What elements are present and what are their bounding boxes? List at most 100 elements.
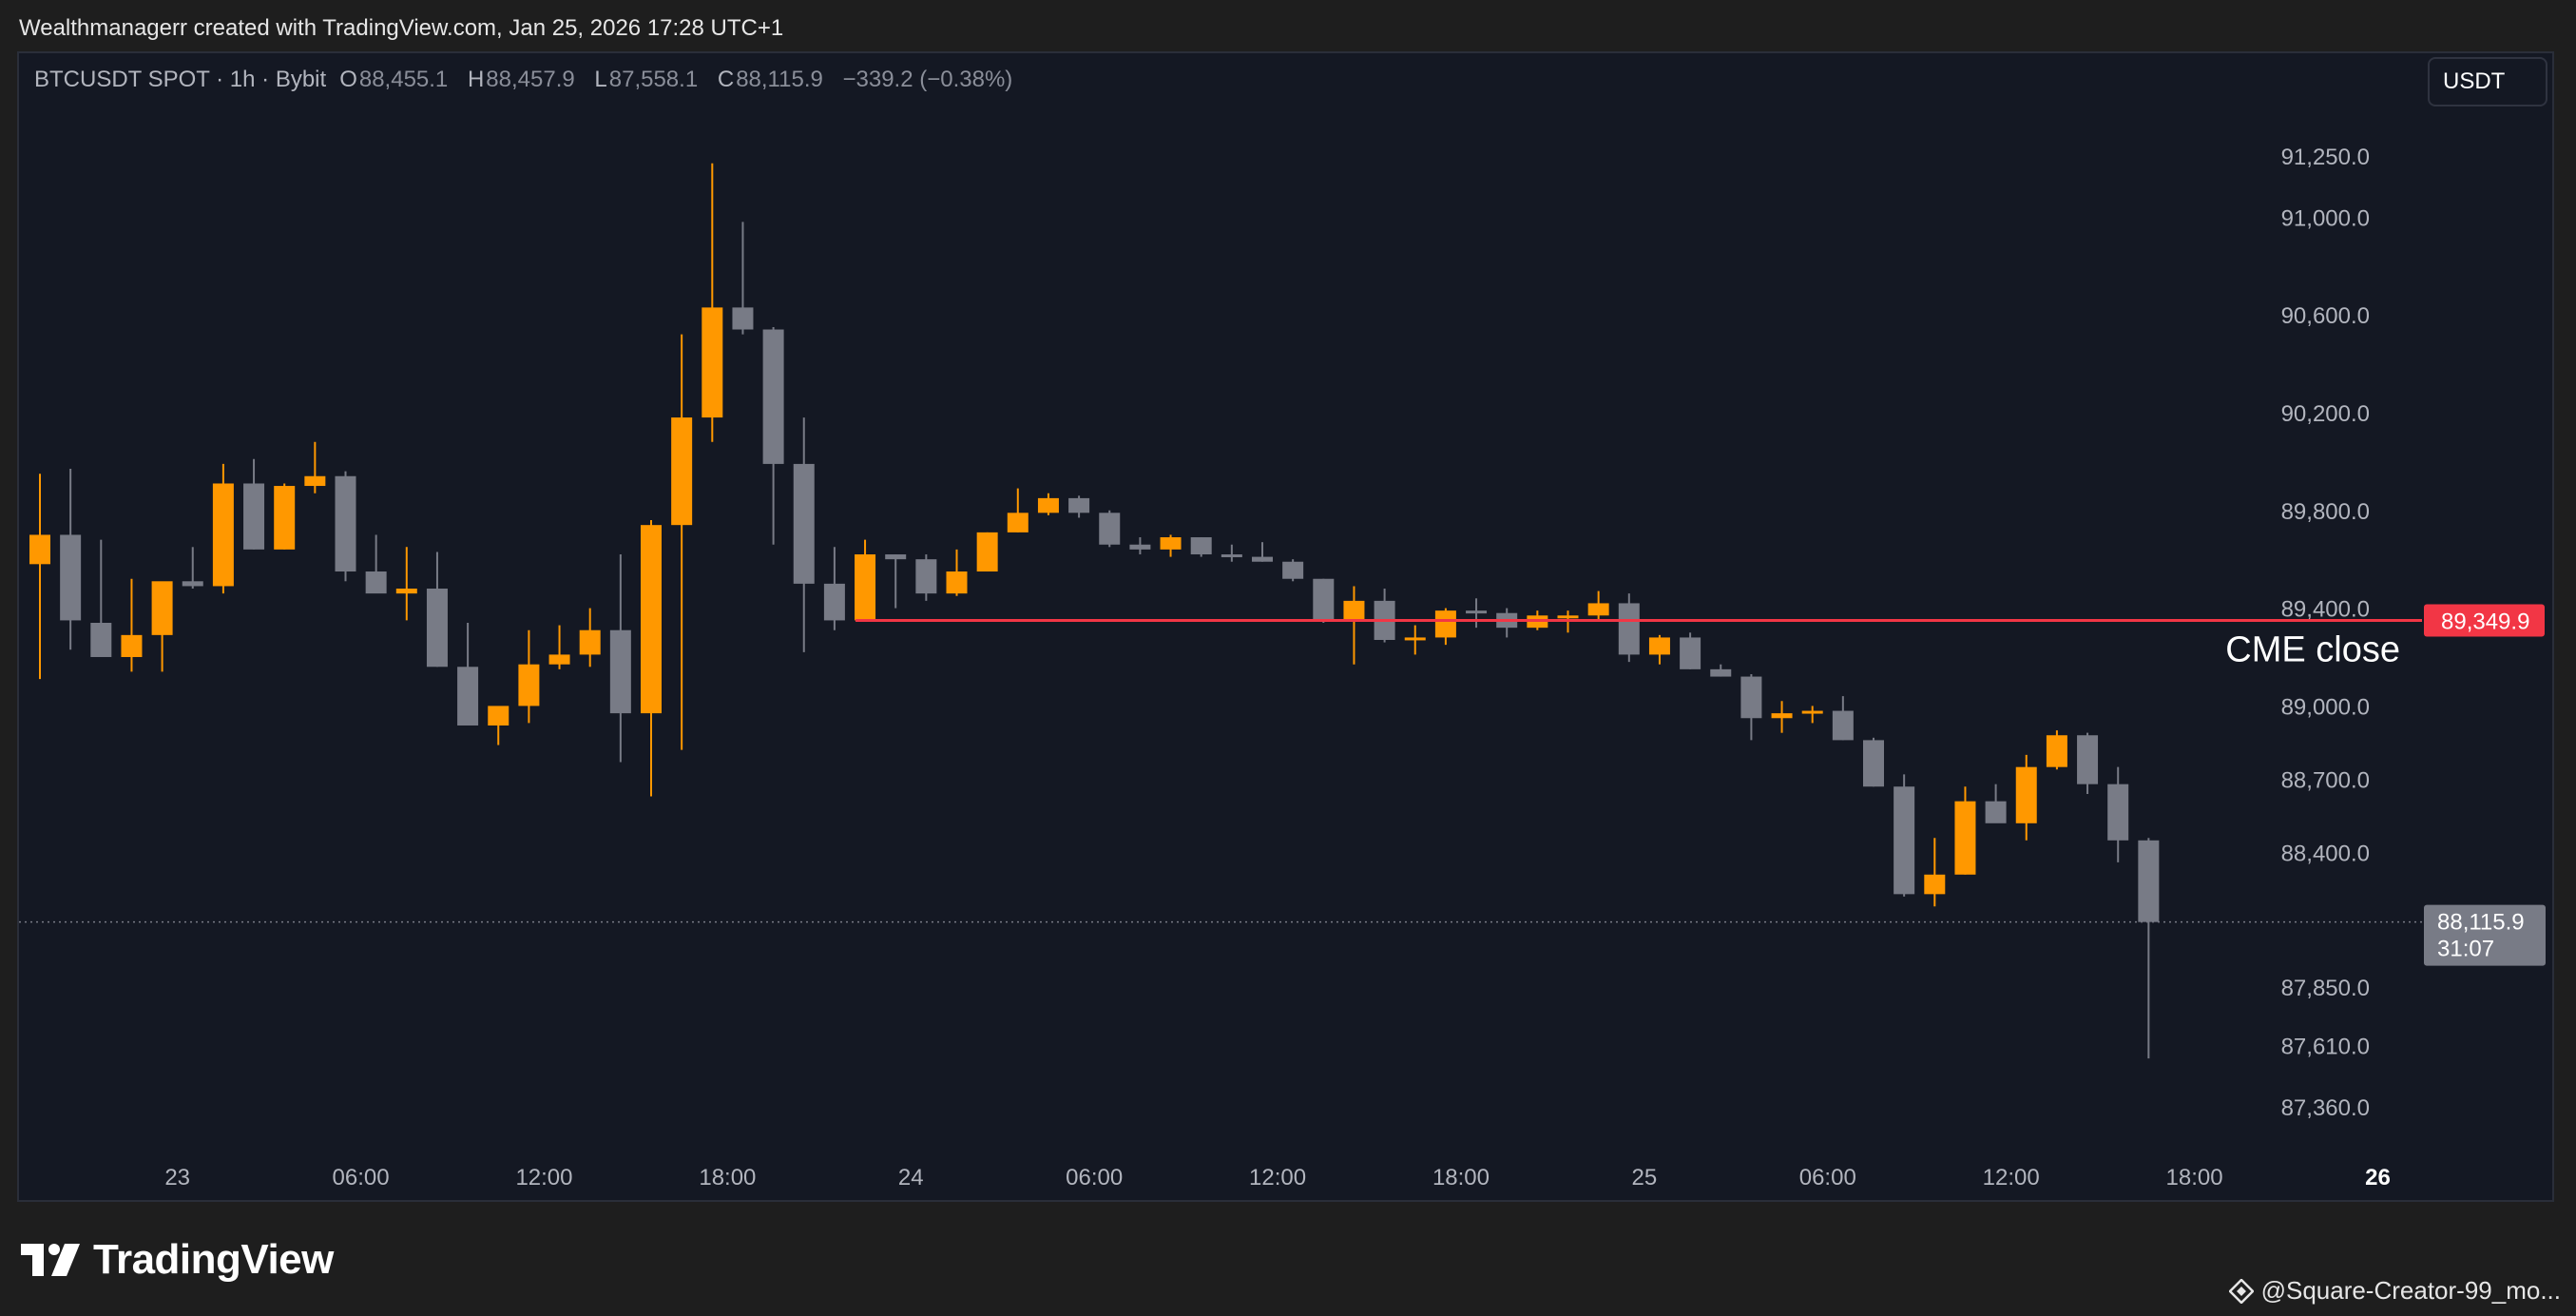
candle-body [1985,801,2007,823]
candle-body [151,581,173,635]
candle-body [1129,544,1151,550]
candle-body [335,475,356,572]
candle-body [946,571,968,594]
cme-close-text: CME close [2225,629,2400,669]
x-tick-label: 23 [164,1165,190,1190]
y-tick-label: 87,850.0 [2281,976,2370,1001]
candle-body [365,571,387,594]
x-tick-label: 06:00 [1066,1165,1123,1190]
x-tick-label: 25 [1632,1165,1658,1190]
x-tick-label: 12:00 [1249,1165,1306,1190]
candle-body [1954,801,1976,875]
candle-body [702,307,723,418]
y-tick-label: 90,600.0 [2281,303,2370,329]
candle-body [793,463,815,584]
candle-body [732,307,754,330]
candle-body [243,483,265,550]
x-tick-label: 18:00 [699,1165,756,1190]
cme-close-price-label: 89,349.9 [2441,609,2529,634]
candle-body [1190,537,1212,555]
candle-body [1037,497,1059,513]
candle-body [609,629,631,714]
x-tick-label: 06:00 [333,1165,390,1190]
candle-body [274,486,296,550]
candle-body [1099,513,1121,545]
candle-body [762,329,784,464]
x-tick-label: 18:00 [1432,1165,1490,1190]
y-tick-label: 91,250.0 [2281,145,2370,170]
author-credit: @Square-Creator-99_mo... [2228,1276,2561,1306]
x-tick-label: 26 [2365,1165,2391,1190]
candle-body [426,589,448,668]
candle-body [395,589,417,594]
candle-body [90,623,112,657]
candle-body [1313,578,1335,621]
brand-name: TradingView [93,1236,334,1283]
low-value: 87,558.1 [608,67,699,92]
snapshot-caption: Wealthmanagerr created with TradingView.… [19,15,784,41]
candle-body [1740,676,1762,719]
candle-body [1710,668,1732,677]
candle-body [29,534,50,565]
change-value: −339.2 (−0.38%) [842,67,1013,92]
currency-button[interactable]: USDT [2428,57,2547,106]
candle-body [2015,766,2037,823]
x-tick-label: 12:00 [515,1165,572,1190]
author-handle: @Square-Creator-99_mo... [2260,1276,2561,1305]
candle-body [915,559,937,594]
candle-body [1587,603,1609,616]
candle-body [579,629,601,655]
candle-body [671,417,693,526]
ohlc-legend: BTCUSDT SPOT · 1h · Bybit O88,455.1 H88,4… [34,67,1026,93]
candle-body [60,534,82,621]
y-tick-label: 89,000.0 [2281,694,2370,720]
y-tick-label: 90,200.0 [2281,401,2370,427]
candle-body [855,554,876,621]
tradingview-logo-icon [21,1244,80,1276]
last-price-tag [2424,904,2546,966]
open-label: O [339,67,357,92]
candle-body [2138,840,2160,922]
candle-body [641,525,662,714]
candle-body [304,475,326,487]
symbol-label[interactable]: BTCUSDT SPOT · 1h · Bybit [34,67,327,92]
candle-body [1801,710,1823,714]
x-tick-label: 18:00 [2166,1165,2223,1190]
high-label: H [467,67,485,92]
candle-body [1924,874,1946,895]
y-tick-label: 89,800.0 [2281,499,2370,525]
x-tick-label: 12:00 [1983,1165,2040,1190]
candle-body [2077,735,2099,784]
candle-body [1007,513,1028,532]
cme-close-price-tag [2424,604,2545,637]
candle-body [1648,637,1670,655]
candle-body [488,706,509,726]
candle-body [1894,786,1915,895]
candle-body [1068,497,1090,513]
candle-body [1680,637,1701,669]
x-tick-label: 24 [898,1165,924,1190]
tradingview-logo[interactable]: TradingView [21,1234,334,1286]
low-label: L [594,67,607,92]
y-tick-label: 88,700.0 [2281,768,2370,794]
candle-body [1771,713,1793,719]
top-bar: Wealthmanagerr created with TradingView.… [0,0,2576,53]
candle-body [1832,710,1854,741]
candle-body [1404,637,1426,641]
last-price-label: 88,115.9 [2437,910,2525,936]
y-tick-label: 87,610.0 [2281,1035,2370,1060]
candle-body [1221,554,1242,558]
candle-body [1343,600,1365,621]
candle-body [823,583,845,621]
close-value: 88,115.9 [736,67,823,92]
candle-body [1282,561,1304,579]
candle-body [885,554,907,560]
bar-countdown: 31:07 [2437,937,2494,962]
x-tick-label: 06:00 [1799,1165,1856,1190]
candle-body [1863,740,1884,787]
candle-body [1557,615,1579,619]
candle-body [1618,603,1640,655]
open-value: 88,455.1 [358,67,449,92]
y-tick-label: 91,000.0 [2281,205,2370,231]
